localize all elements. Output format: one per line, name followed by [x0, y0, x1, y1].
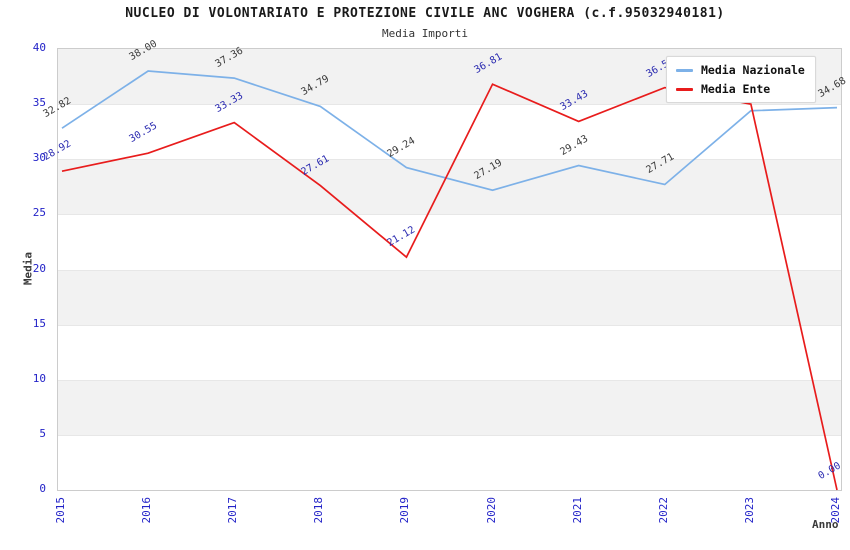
x-tick-label: 2019 [398, 497, 412, 524]
y-tick-label: 20 [32, 261, 46, 275]
legend: Media Nazionale Media Ente [666, 56, 816, 103]
x-tick-label: 2016 [140, 497, 154, 524]
plot-band [58, 379, 841, 435]
plot-band [58, 159, 841, 215]
y-tick-label: 15 [32, 316, 46, 330]
y-tick-label: 5 [39, 426, 46, 440]
chart-subtitle: Media Importi [381, 27, 469, 40]
y-tick-label: 10 [32, 371, 46, 385]
x-tick-label: 2022 [656, 497, 670, 524]
series-line-media-ente [61, 83, 838, 491]
legend-line-swatch-red [676, 87, 693, 91]
legend-label: Media Nazionale [701, 63, 805, 77]
x-tick-label: 2017 [226, 497, 240, 524]
y-tick-label: 35 [32, 96, 46, 110]
y-tick-label: 0 [39, 482, 46, 495]
series-line-media-nazionale [61, 70, 838, 192]
plot-band [58, 214, 841, 270]
chart-title: NUCLEO DI VOLONTARIATO E PROTEZIONE CIVI… [125, 6, 725, 21]
y-tick-label: 25 [32, 206, 46, 220]
plot-band [58, 104, 841, 160]
x-tick-label: 2015 [54, 497, 67, 524]
legend-item-media-nazionale: Media Nazionale [676, 63, 805, 77]
x-tick-label: 2021 [570, 497, 584, 524]
y-tick-label: 30 [32, 151, 46, 165]
x-tick-label: 2018 [312, 497, 326, 524]
plot-area [57, 48, 842, 491]
legend-label: Media Ente [701, 82, 771, 96]
x-axis-label: Anno [812, 518, 839, 531]
plot-band [58, 324, 841, 380]
y-tick-label: 40 [32, 41, 46, 54]
plot-band [58, 269, 841, 325]
series-lines [61, 70, 838, 491]
legend-line-swatch-blue [676, 68, 693, 72]
plot-band [58, 434, 841, 490]
x-tick-label: 2020 [484, 497, 498, 524]
x-tick-label: 2023 [742, 497, 756, 524]
legend-item-media-ente: Media Ente [676, 82, 805, 96]
